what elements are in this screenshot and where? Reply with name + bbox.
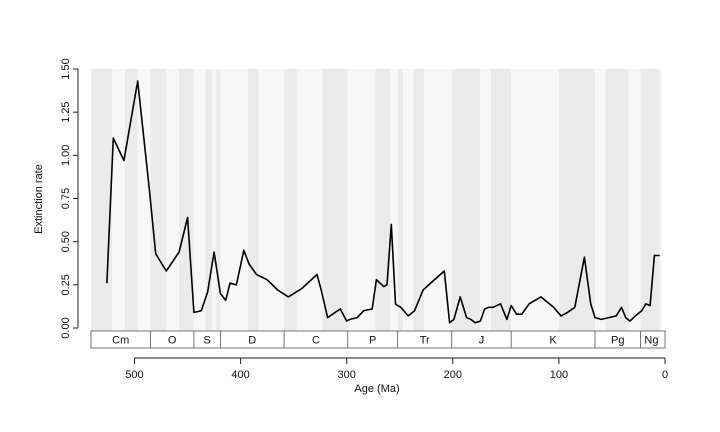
y-tick-label-1.25: 1.25: [60, 101, 72, 122]
period-label-D: D: [248, 335, 256, 347]
background-band-9: [211, 69, 217, 331]
series-line-0: [106, 80, 660, 324]
data-series: [106, 80, 660, 324]
x-axis: 500 400 300 200 100 0: [125, 357, 668, 381]
background-band-3: [137, 69, 151, 331]
background-band-19: [390, 69, 398, 331]
period-label-Ng: Ng: [644, 335, 658, 347]
period-label-Cm: Cm: [112, 335, 129, 347]
background-band-1: [112, 69, 125, 331]
background-band-30: [605, 69, 629, 331]
y-tick-label-1.50: 1.50: [60, 58, 72, 79]
background-band-18: [375, 69, 391, 331]
background-band-16: [322, 69, 348, 331]
period-label-P: P: [369, 335, 376, 347]
background-band-15: [296, 69, 323, 331]
background-band-17: [347, 69, 376, 331]
y-tick-label-0.00: 0.00: [60, 317, 72, 338]
background-band-27: [511, 69, 559, 331]
background-band-2: [124, 69, 138, 331]
background-band-32: [640, 69, 660, 331]
background-band-6: [179, 69, 194, 331]
background-band-13: [258, 69, 285, 331]
period-label-C: C: [312, 335, 320, 347]
y-axis-title: Extinction rate: [33, 164, 45, 234]
background-band-29: [594, 69, 606, 331]
period-strip-frame: [90, 330, 666, 349]
background-band-0: [91, 69, 113, 331]
y-axis: 0.00 0.25 0.50 0.75 1.00 1.25 1.50: [60, 58, 79, 339]
background-band-23: [424, 69, 452, 331]
geologic-period-strip: Cm O S D C P Tr J K Pg Ng: [90, 330, 666, 349]
background-band-11: [220, 69, 249, 331]
background-band-7: [193, 69, 206, 331]
period-label-K: K: [549, 335, 557, 347]
background-band-22: [413, 69, 425, 331]
x-tick-label-300: 300: [338, 369, 356, 381]
background-band-31: [628, 69, 641, 331]
x-axis-title: Age (Ma): [354, 383, 399, 395]
background-band-24: [451, 69, 481, 331]
background-band-8: [205, 69, 212, 331]
period-label-J: J: [479, 335, 485, 347]
x-tick-label-500: 500: [125, 369, 143, 381]
x-tick-label-400: 400: [231, 369, 249, 381]
period-label-Pg: Pg: [611, 335, 624, 347]
background-band-33: [659, 69, 663, 331]
y-tick-label-0.25: 0.25: [60, 274, 72, 295]
x-tick-label-0: 0: [662, 369, 668, 381]
background-band-21: [402, 69, 414, 331]
background-band-4: [150, 69, 167, 331]
y-tick-label-0.75: 0.75: [60, 188, 72, 209]
x-tick-label-100: 100: [550, 369, 568, 381]
background-band-10: [216, 69, 221, 331]
background-band-20: [397, 69, 403, 331]
x-tick-label-200: 200: [444, 369, 462, 381]
period-background-bands: [91, 69, 663, 331]
background-band-25: [480, 69, 491, 331]
y-tick-label-1.00: 1.00: [60, 145, 72, 166]
background-band-26: [490, 69, 512, 331]
y-tick-label-0.50: 0.50: [60, 231, 72, 252]
period-label-Tr: Tr: [420, 335, 430, 347]
period-label-S: S: [204, 335, 211, 347]
period-label-O: O: [168, 335, 177, 347]
background-band-14: [284, 69, 297, 331]
background-band-12: [248, 69, 259, 331]
background-band-5: [166, 69, 180, 331]
